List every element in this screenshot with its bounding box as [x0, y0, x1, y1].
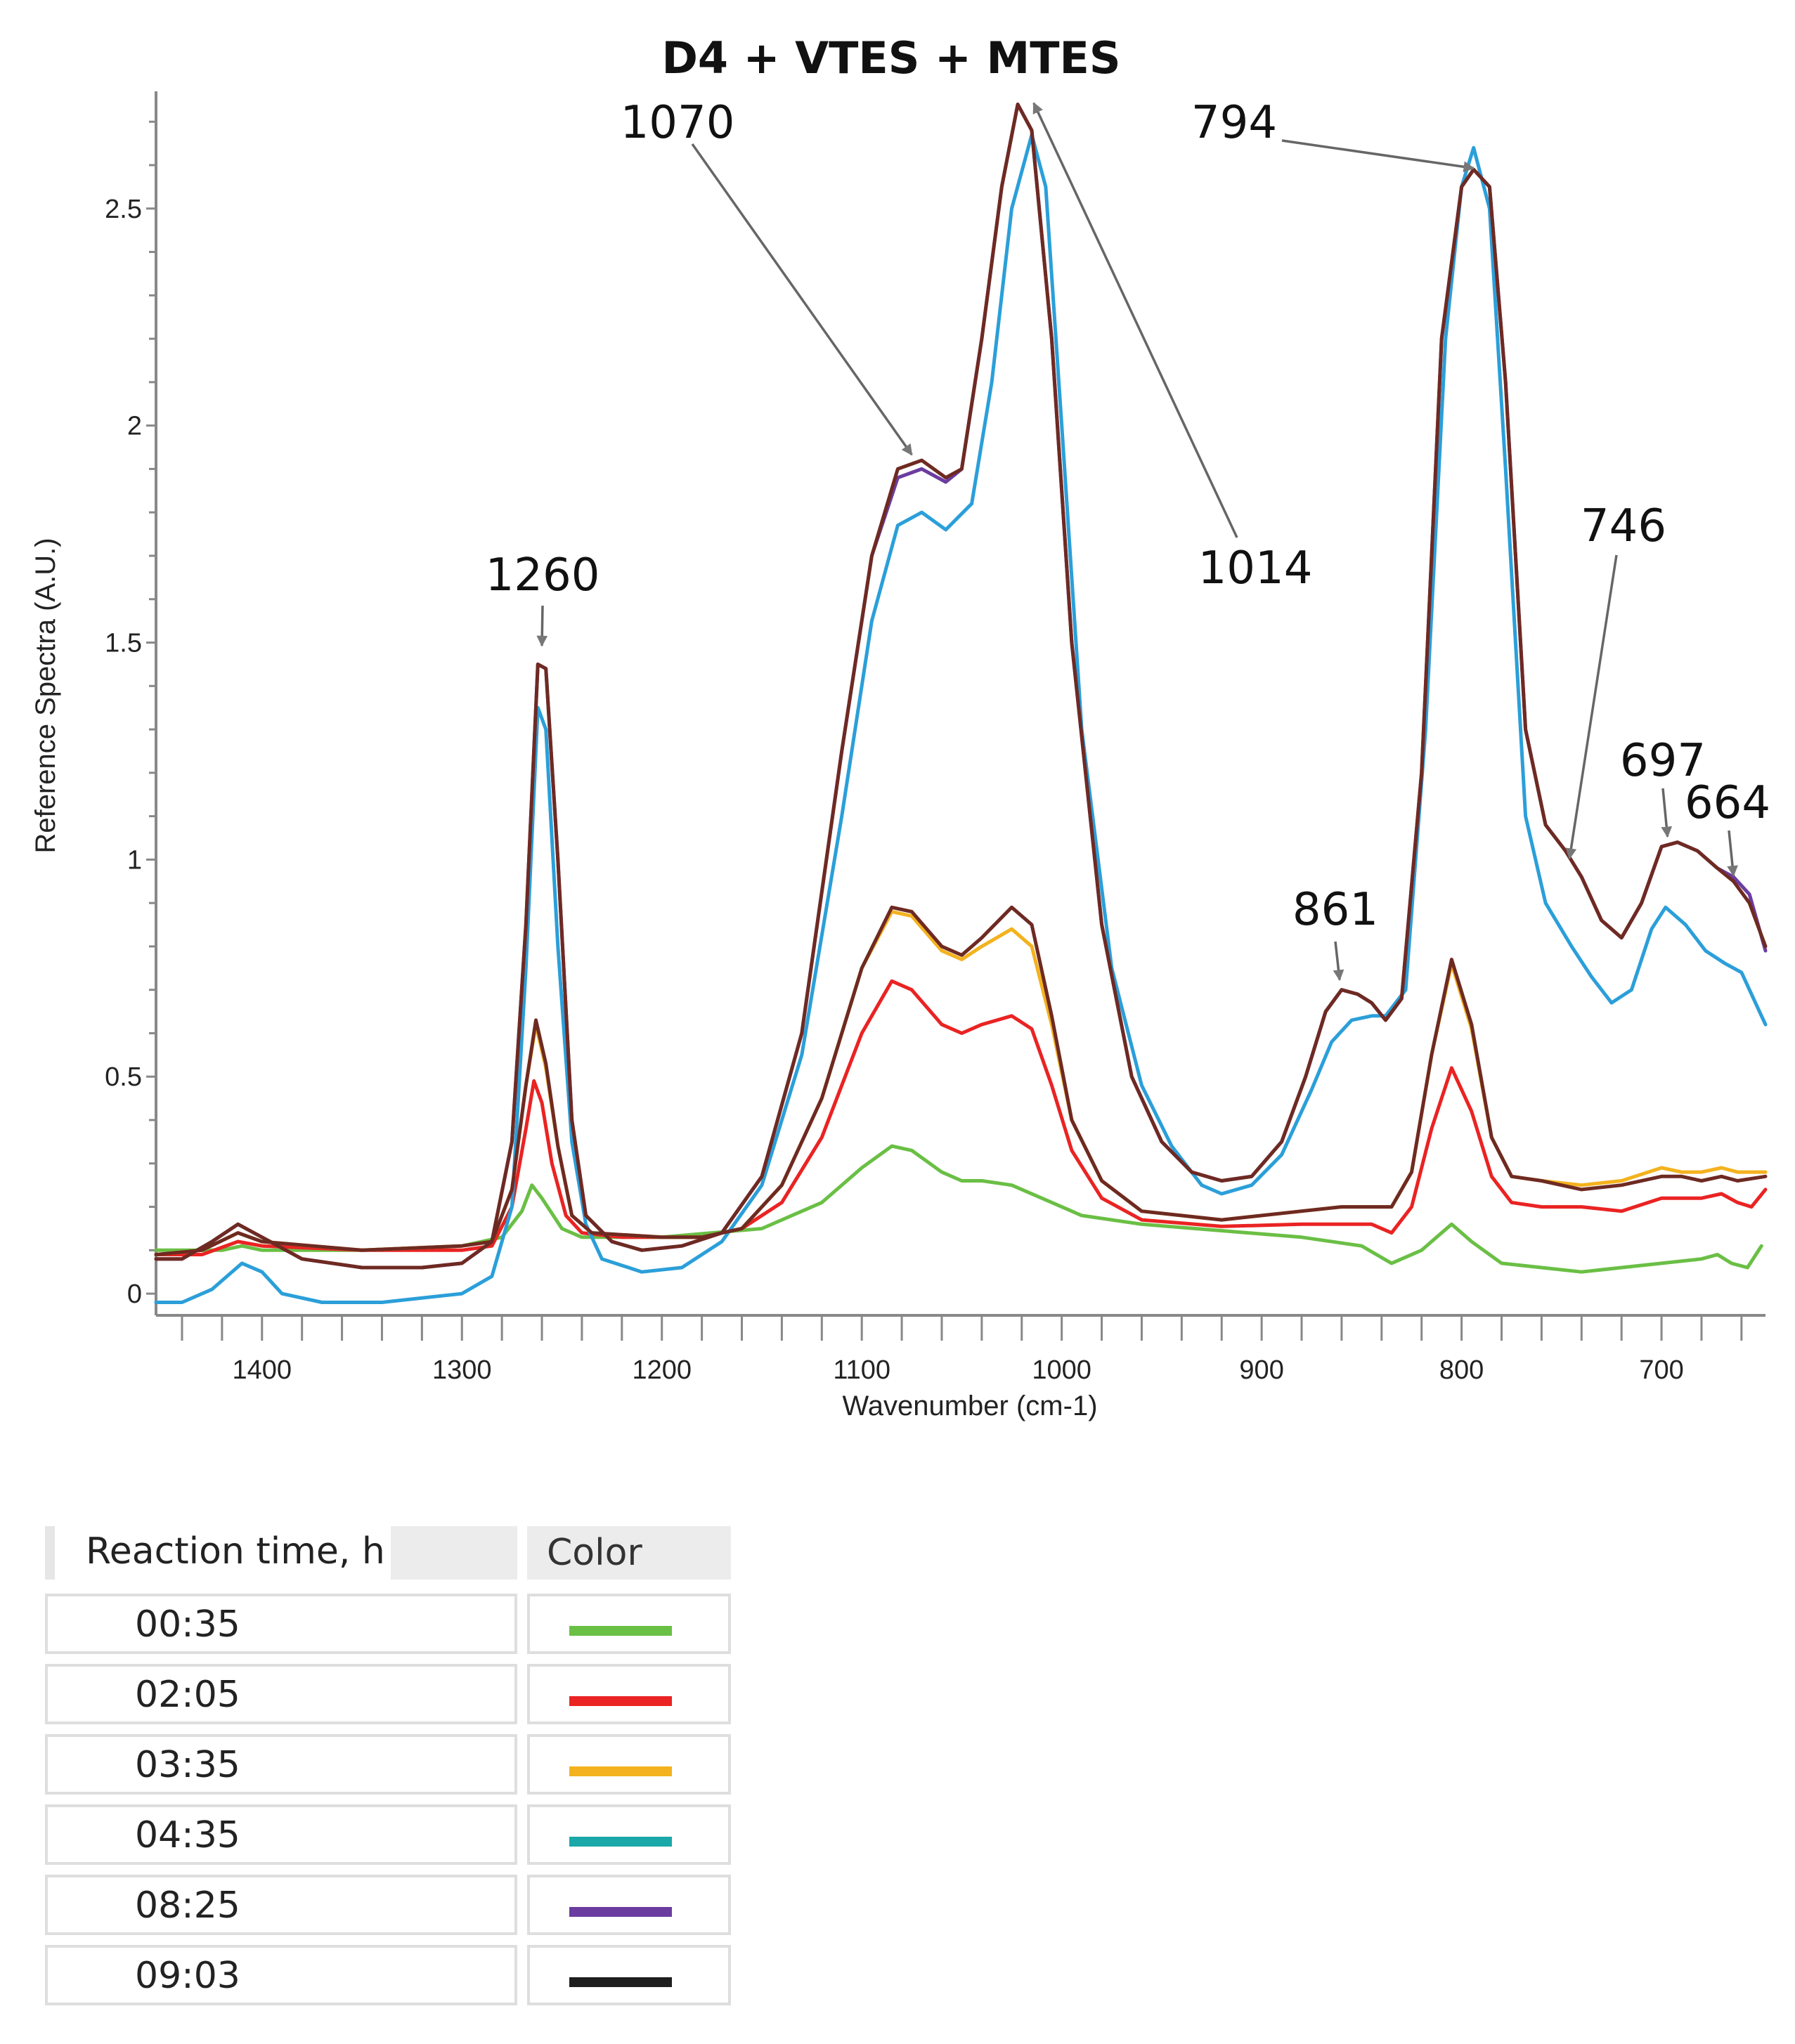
spectra-chart: D4 + VTES + MTES 0 0.5 1 1.5 2 2.5 1400 1300 120…	[30, 32, 1770, 1421]
x-tick-label: 1000	[1032, 1355, 1091, 1385]
series-layer	[154, 103, 1768, 1304]
y-tick-label: 0.5	[105, 1062, 142, 1092]
x-axis-title: Wavenumber (cm-1)	[842, 1391, 1097, 1421]
legend-color-swatch	[569, 1696, 672, 1706]
legend-time-label: 09:03	[135, 1955, 240, 1997]
annotation-label-861: 861	[1292, 884, 1378, 936]
chart-title: D4 + VTES + MTES	[661, 32, 1120, 84]
legend-row: 08:25	[45, 1875, 741, 1935]
x-tick-label: 1400	[232, 1355, 292, 1385]
legend-color-cell	[527, 1664, 731, 1724]
annotation-label-746: 746	[1581, 500, 1666, 552]
series-line-00-35	[154, 1144, 1763, 1274]
legend-color-swatch	[569, 1766, 672, 1776]
legend-time-label: 08:25	[135, 1884, 240, 1927]
series-line-04-35	[154, 133, 1768, 1304]
legend-time-label: 03:35	[135, 1744, 240, 1786]
y-axis-title: Reference Spectra (A.U.)	[30, 538, 61, 853]
legend-color-cell	[527, 1875, 731, 1935]
annotation-label-794: 794	[1191, 97, 1277, 149]
x-tick-label: 700	[1639, 1355, 1683, 1385]
annotation-label-664: 664	[1685, 777, 1770, 829]
legend-color-swatch	[569, 1907, 672, 1917]
legend-color-cell	[527, 1804, 731, 1865]
annotation-arrow-794	[1281, 139, 1475, 173]
y-tick-label: 1	[127, 845, 142, 875]
x-tick-label: 800	[1439, 1355, 1484, 1385]
annotation-arrow-664	[1727, 830, 1738, 877]
legend-rows: 00:35 02:05 03:35 04:35 08:25 09:03	[45, 1594, 741, 2005]
legend-row: 09:03	[45, 1945, 741, 2005]
legend-time-cell: 08:25	[45, 1875, 517, 1935]
legend-color-swatch	[569, 1977, 672, 1987]
axes: 0 0.5 1 1.5 2 2.5 1400 1300 1200 1100 1000 900 800 70…	[105, 91, 1765, 1385]
annotation-arrow-746	[1565, 554, 1618, 860]
legend-header-time: Reaction time, h	[45, 1526, 517, 1580]
legend-header: Reaction time, h Color	[45, 1526, 741, 1584]
legend-time-label: 00:35	[135, 1603, 240, 1646]
legend-header-color: Color	[527, 1526, 731, 1580]
annotation-arrow-861	[1333, 941, 1344, 982]
legend-row: 03:35	[45, 1734, 741, 1795]
annotation-label-1014: 1014	[1198, 542, 1313, 594]
legend-time-label: 02:05	[135, 1674, 240, 1716]
legend-header-color-label: Color	[547, 1532, 642, 1574]
y-tick-label: 1.5	[105, 629, 142, 658]
legend-time-cell: 02:05	[45, 1664, 517, 1724]
series-line-overlay-brown-main	[154, 103, 1768, 1270]
annotation-arrow-1070	[691, 143, 913, 456]
x-tick-label: 1300	[432, 1355, 492, 1385]
y-tick-label: 2.5	[105, 195, 142, 224]
x-tick-label: 900	[1239, 1355, 1283, 1385]
legend-table: Reaction time, h Color 00:35 02:05 03:35 04…	[45, 1526, 741, 2015]
annotation-label-1070: 1070	[621, 97, 735, 149]
annotation-arrow-1260	[536, 605, 548, 647]
series-line-overlay-brown-low	[154, 905, 1768, 1256]
legend-time-cell: 09:03	[45, 1945, 517, 2005]
legend-time-cell: 03:35	[45, 1734, 517, 1795]
legend-color-swatch	[569, 1837, 672, 1847]
legend-time-label: 04:35	[135, 1814, 240, 1856]
annotation-label-1260: 1260	[486, 549, 600, 601]
y-tick-label: 2	[127, 412, 142, 441]
annotation-arrow-1014	[1032, 102, 1238, 538]
x-tick-label: 1200	[632, 1355, 692, 1385]
y-tick-label: 0	[127, 1280, 142, 1309]
legend-header-time-label: Reaction time, h	[86, 1530, 385, 1573]
annotation-arrow-697	[1661, 788, 1673, 838]
legend-row: 00:35	[45, 1594, 741, 1654]
legend-row: 04:35	[45, 1804, 741, 1865]
x-tick-label: 1100	[833, 1355, 890, 1385]
annotation-label-697: 697	[1620, 735, 1706, 787]
legend-color-cell	[527, 1734, 731, 1795]
legend-color-swatch	[569, 1626, 672, 1636]
series-line-02-05	[154, 979, 1768, 1256]
legend-time-cell: 00:35	[45, 1594, 517, 1654]
legend-row: 02:05	[45, 1664, 741, 1724]
legend-color-cell	[527, 1594, 731, 1654]
legend-color-cell	[527, 1945, 731, 2005]
legend-time-cell: 04:35	[45, 1804, 517, 1865]
